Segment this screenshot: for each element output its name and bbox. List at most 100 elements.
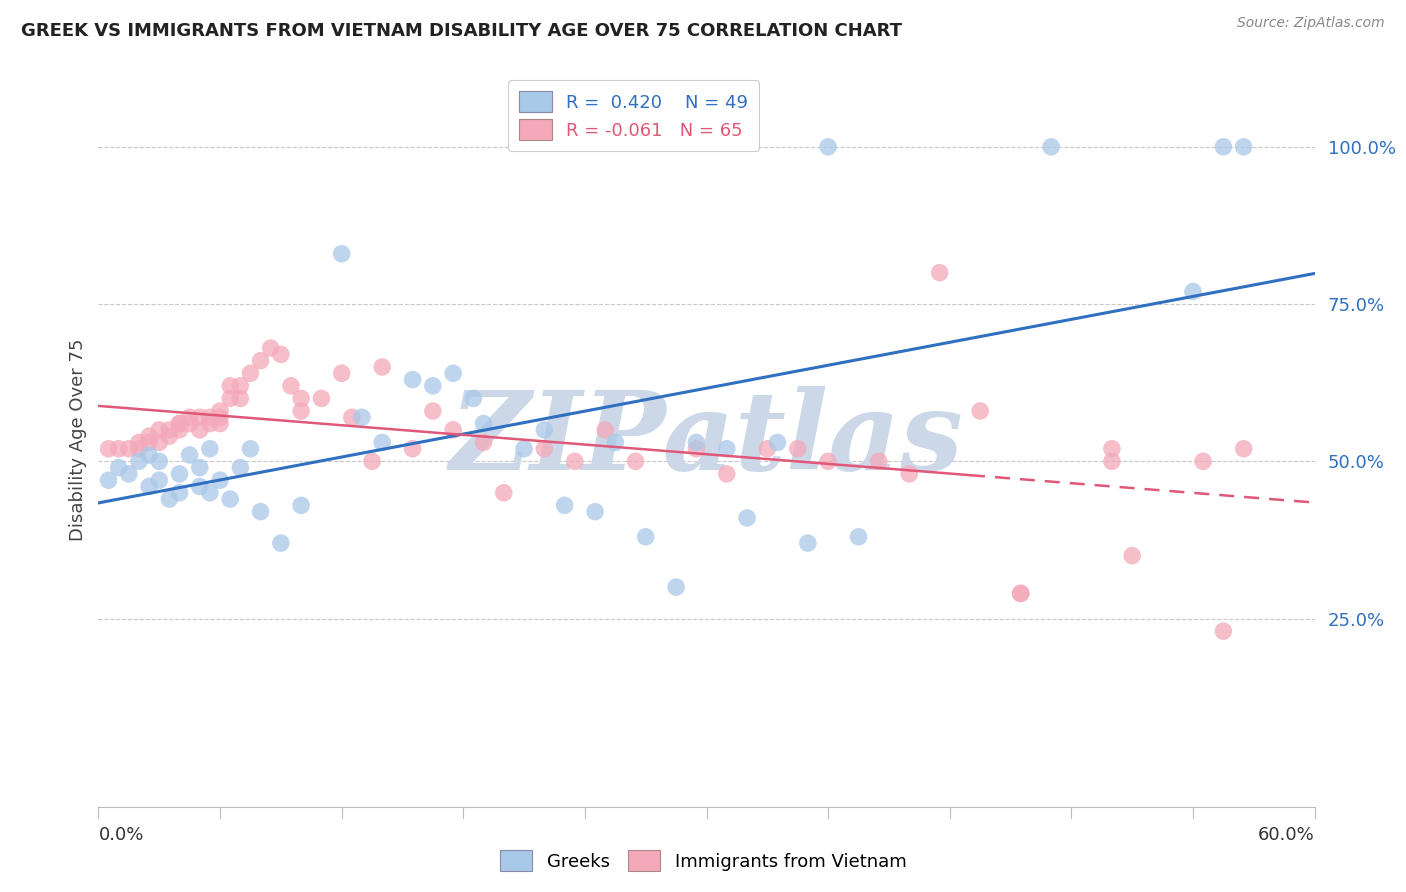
Point [179,417,201,431]
Point [209,473,232,487]
Point [492,485,515,500]
Point [1101,454,1123,468]
Point [169,485,191,500]
Point [1040,140,1063,154]
Point [169,417,191,431]
Point [685,442,707,456]
Point [249,353,271,368]
Point [1212,624,1234,639]
Point [157,491,180,506]
Point [188,423,211,437]
Point [290,392,312,406]
Point [624,454,647,468]
Point [817,140,839,154]
Point [441,423,464,437]
Point [401,373,423,387]
Point [1192,454,1215,468]
Point [665,580,688,594]
Point [239,442,262,456]
Point [1010,586,1032,600]
Point [848,530,870,544]
Legend: Greeks, Immigrants from Vietnam: Greeks, Immigrants from Vietnam [492,843,914,879]
Point [290,404,312,418]
Point [634,530,657,544]
Point [169,467,191,481]
Point [422,404,444,418]
Point [209,404,232,418]
Point [716,467,738,481]
Point [138,435,160,450]
Point [157,423,180,437]
Point [179,448,201,462]
Point [371,359,394,374]
Point [219,491,242,506]
Point [188,479,211,493]
Point [128,442,150,456]
Point [229,460,252,475]
Point [463,392,485,406]
Point [118,442,141,456]
Point [260,341,283,355]
Text: GREEK VS IMMIGRANTS FROM VIETNAM DISABILITY AGE OVER 75 CORRELATION CHART: GREEK VS IMMIGRANTS FROM VIETNAM DISABIL… [21,22,903,40]
Point [148,435,170,450]
Point [361,454,384,468]
Point [350,410,373,425]
Point [472,417,495,431]
Text: ZIPatlas: ZIPatlas [450,385,963,493]
Point [1233,442,1256,456]
Point [97,473,120,487]
Point [138,448,160,462]
Text: 60.0%: 60.0% [1258,826,1315,844]
Point [472,435,495,450]
Point [817,454,839,468]
Point [401,442,423,456]
Point [107,460,129,475]
Point [928,266,950,280]
Point [97,442,120,456]
Point [179,410,201,425]
Point [766,435,789,450]
Point [593,423,616,437]
Point [554,499,576,513]
Point [270,536,292,550]
Point [280,379,302,393]
Point [330,366,353,380]
Point [868,454,890,468]
Point [969,404,991,418]
Point [371,435,394,450]
Point [564,454,586,468]
Point [128,454,150,468]
Point [209,417,232,431]
Point [138,479,160,493]
Point [128,435,150,450]
Point [198,410,221,425]
Point [898,467,921,481]
Point [583,505,606,519]
Point [513,442,536,456]
Point [1010,586,1032,600]
Point [1182,285,1205,299]
Point [1212,140,1234,154]
Point [229,379,252,393]
Legend: R =  0.420    N = 49, R = -0.061   N = 65: R = 0.420 N = 49, R = -0.061 N = 65 [508,80,759,151]
Point [533,423,555,437]
Point [198,485,221,500]
Point [169,417,191,431]
Point [118,467,141,481]
Point [786,442,808,456]
Point [249,505,271,519]
Point [157,429,180,443]
Point [330,246,353,260]
Point [270,347,292,361]
Y-axis label: Disability Age Over 75: Disability Age Over 75 [69,338,87,541]
Point [533,442,555,456]
Point [797,536,820,550]
Point [219,379,242,393]
Point [198,417,221,431]
Point [198,442,221,456]
Point [756,442,779,456]
Point [188,410,211,425]
Point [685,435,707,450]
Point [169,423,191,437]
Point [735,511,758,525]
